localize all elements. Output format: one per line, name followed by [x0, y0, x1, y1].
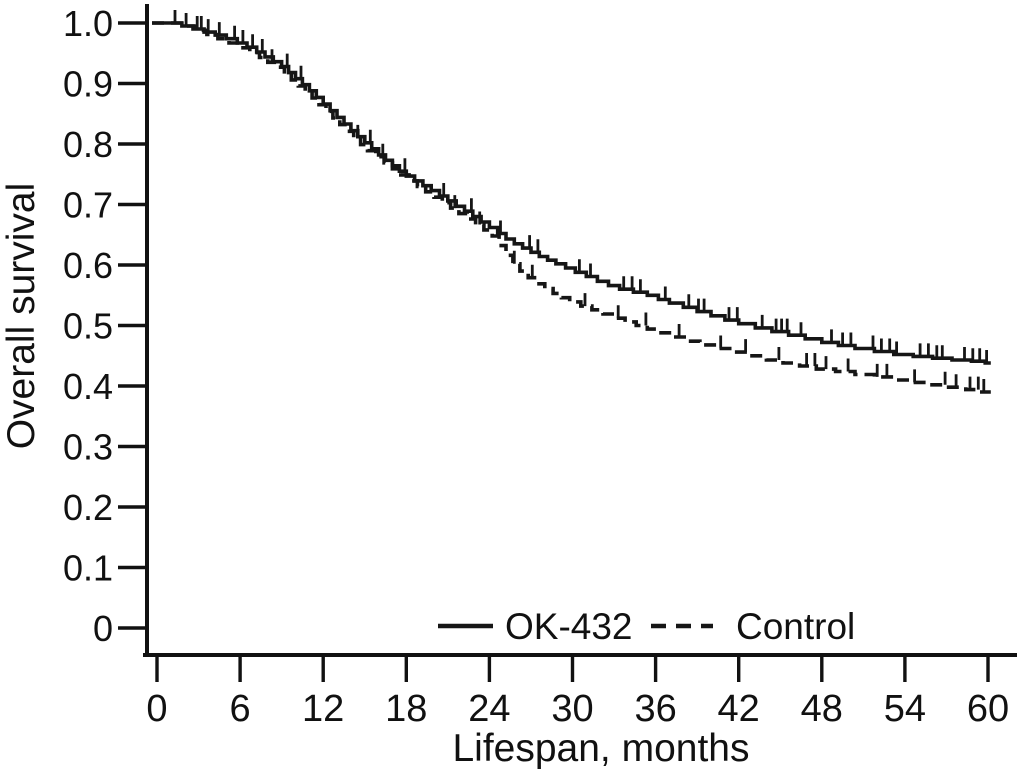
y-tick-label: 1.0	[63, 3, 113, 44]
y-tick-label: 0.6	[63, 245, 113, 286]
y-tick-label: 0.5	[63, 306, 113, 347]
curves	[152, 10, 991, 394]
control-censor-marks	[270, 49, 986, 392]
y-tick-label: 0.2	[63, 487, 113, 528]
x-tick-label: 48	[801, 688, 843, 730]
y-tick-label: 0	[93, 608, 113, 649]
y-tick-label: 0.1	[63, 548, 113, 589]
ok432-curve	[152, 21, 991, 365]
x-axis-title: Lifespan, months	[452, 727, 749, 770]
x-tick-label: 18	[385, 688, 427, 730]
x-tick-label: 30	[551, 688, 593, 730]
y-axis-title: Overall survival	[0, 183, 43, 450]
x-tick-label: 42	[718, 688, 760, 730]
legend-control-label: Control	[736, 606, 855, 647]
y-tick-label: 0.7	[63, 185, 113, 226]
control-curve	[152, 21, 991, 394]
x-tick-label: 60	[967, 688, 1009, 730]
x-tick-label: 12	[302, 688, 344, 730]
x-tick-label: 6	[230, 688, 251, 730]
y-tick-label: 0.8	[63, 124, 113, 165]
y-tick-label: 0.9	[63, 64, 113, 105]
y-tick-label: 0.3	[63, 427, 113, 468]
legend-ok432-label: OK-432	[505, 606, 633, 647]
ok432-censor-marks	[173, 10, 988, 363]
legend: OK-432 Control	[438, 606, 855, 647]
x-tick-label: 24	[468, 688, 510, 730]
y-tick-label: 0.4	[63, 366, 113, 407]
x-tick-label: 54	[884, 688, 926, 730]
x-tick-label: 0	[146, 688, 167, 730]
x-tick-label: 36	[634, 688, 676, 730]
axes: 1.0 0.9 0.8 0.7 0.6 0.5 0.4 0.3 0.2 0.1 00 6 12 18 24 3…	[63, 3, 1017, 730]
